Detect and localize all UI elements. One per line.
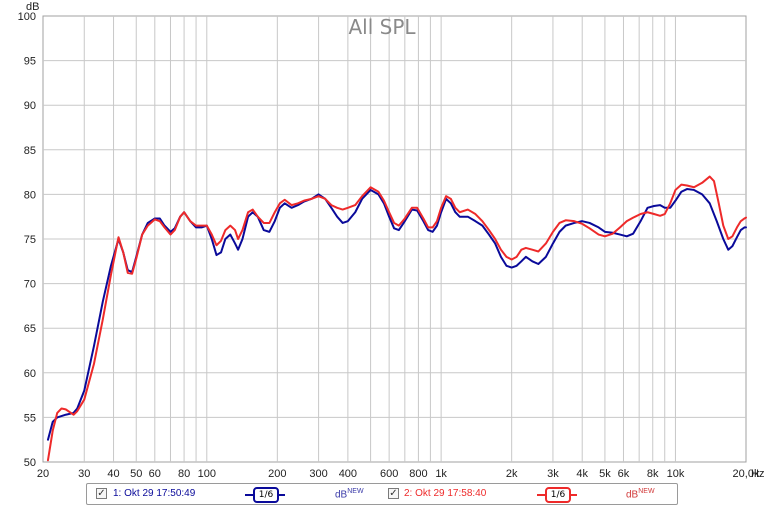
x-tick-label: 6k <box>618 468 630 480</box>
legend-entry-1: ✓ 1: Okt 29 17:50:49 1/6 dBNEW <box>87 484 382 504</box>
y-tick-label: 75 <box>24 234 36 246</box>
series-2-smoothing-value: 1/6 <box>545 487 571 503</box>
series-2-smoothing-button[interactable]: 1/6 <box>537 486 577 503</box>
y-tick-label: 95 <box>24 56 36 68</box>
series-2-unit-sup: NEW <box>638 488 655 495</box>
series-1-smoothing-button[interactable]: 1/6 <box>245 486 285 503</box>
series-1-smoothing-value: 1/6 <box>253 487 279 503</box>
x-tick-label: 20 <box>37 468 49 480</box>
y-tick-labels: 50 55 60 65 70 75 80 85 90 95 100 <box>18 11 36 469</box>
series-1-unit-text: dB <box>335 489 348 501</box>
chart-title: All SPL <box>348 15 416 39</box>
series-2-unit-text: dB <box>626 489 639 501</box>
series-lines <box>46 175 747 462</box>
x-tick-label: 3k <box>547 468 559 480</box>
series-1-unit[interactable]: dBNEW <box>335 488 364 500</box>
x-tick-label: 200 <box>268 468 286 480</box>
x-axis-unit: Hz <box>751 468 764 480</box>
y-tick-label: 100 <box>18 11 36 23</box>
x-tick-label: 60 <box>149 468 161 480</box>
series-line-1 <box>46 188 747 441</box>
series-1-label: 1: Okt 29 17:50:49 <box>113 488 196 499</box>
y-tick-label: 85 <box>24 145 36 157</box>
x-tick-label: 40 <box>107 468 119 480</box>
y-tick-label: 70 <box>24 279 36 291</box>
x-tick-label: 800 <box>409 468 427 480</box>
series-1-unit-sup: NEW <box>347 488 364 495</box>
series-2-checkbox[interactable]: ✓ <box>388 488 399 499</box>
series-line-2 <box>46 175 747 462</box>
x-tick-label: 400 <box>339 468 357 480</box>
y-tick-label: 60 <box>24 368 36 380</box>
x-tick-labels: 20 30 40 50 60 80 100 200 300 400 600 800 1k 2k 3k 4k 5k… <box>37 468 760 480</box>
x-tick-label: 100 <box>198 468 216 480</box>
x-tick-label: 8k <box>647 468 659 480</box>
x-tick-label: 600 <box>380 468 398 480</box>
y-tick-label: 90 <box>24 100 36 112</box>
series-1-checkbox[interactable]: ✓ <box>96 488 107 499</box>
x-tick-label: 4k <box>576 468 588 480</box>
y-axis-unit: dB <box>26 1 39 13</box>
x-tick-label: 300 <box>309 468 327 480</box>
x-tick-label: 30 <box>78 468 90 480</box>
y-tick-label: 65 <box>24 323 36 335</box>
y-tick-label: 50 <box>24 457 36 469</box>
series-2-label: 2: Okt 29 17:58:40 <box>404 488 487 499</box>
x-tick-label: 10k <box>667 468 685 480</box>
y-tick-label: 55 <box>24 412 36 424</box>
x-tick-label: 80 <box>178 468 190 480</box>
x-tick-label: 20,0k <box>733 468 760 480</box>
x-tick-label: 1k <box>435 468 447 480</box>
legend-entry-2: ✓ 2: Okt 29 17:58:40 1/6 dBNEW <box>387 484 677 504</box>
legend: ✓ 1: Okt 29 17:50:49 1/6 dBNEW ✓ 2: Okt … <box>86 483 678 505</box>
y-tick-label: 80 <box>24 189 36 201</box>
series-2-unit[interactable]: dBNEW <box>626 488 655 500</box>
x-tick-label: 50 <box>130 468 142 480</box>
x-tick-label: 2k <box>506 468 518 480</box>
x-tick-label: 5k <box>599 468 611 480</box>
